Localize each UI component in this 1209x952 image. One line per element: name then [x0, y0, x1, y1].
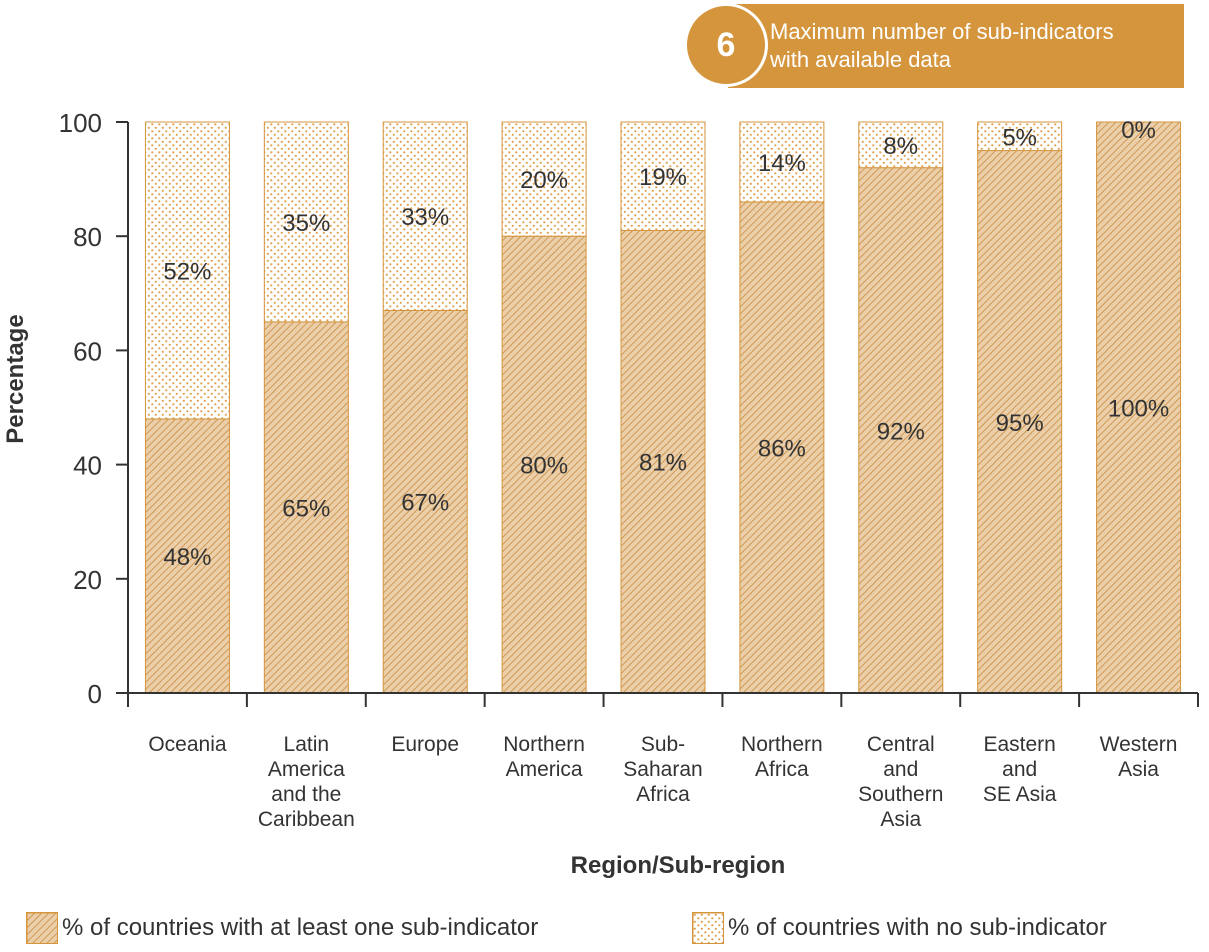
x-tick-label: Eastern and SE Asia — [983, 733, 1057, 806]
data-label-no-sub-indicator: 0% — [1121, 117, 1156, 144]
legend-label-with-sub-indicator: % of countries with at least one sub-ind… — [62, 914, 539, 941]
bar-with-sub-indicator — [382, 309, 468, 694]
bar-no-sub-indicator — [382, 121, 468, 311]
badge-caption-line-2: with available data — [770, 47, 952, 72]
bar-with-sub-indicator — [858, 167, 944, 694]
data-label-no-sub-indicator: 33% — [401, 204, 449, 231]
data-label-with-sub-indicator: 48% — [163, 544, 211, 571]
data-label-with-sub-indicator: 95% — [996, 410, 1044, 437]
legend-item-no-sub-indicator: % of countries with no sub-indicator — [692, 908, 1107, 948]
legend-label-no-sub-indicator: % of countries with no sub-indicator — [728, 914, 1107, 941]
y-tick-label: 0 — [88, 679, 102, 709]
x-tick-label: Latin America and the Caribbean — [258, 733, 355, 831]
legend-item-with-sub-indicator: % of countries with at least one sub-ind… — [26, 908, 538, 948]
data-label-no-sub-indicator: 5% — [1002, 124, 1037, 151]
bar-with-sub-indicator — [1096, 121, 1182, 694]
data-label-with-sub-indicator: 80% — [520, 453, 568, 480]
x-tick-label: Central and Southern Asia — [858, 733, 943, 831]
badge-caption-line-1: Maximum number of sub-indicators — [770, 19, 1114, 44]
bar-with-sub-indicator — [977, 150, 1063, 694]
data-label-with-sub-indicator: 65% — [282, 495, 330, 522]
bar-no-sub-indicator — [263, 121, 349, 323]
bar-no-sub-indicator — [977, 121, 1063, 152]
data-label-with-sub-indicator: 81% — [639, 450, 687, 477]
data-label-no-sub-indicator: 14% — [758, 150, 806, 177]
data-label-with-sub-indicator: 67% — [401, 490, 449, 517]
x-tick-label: Western Asia — [1100, 733, 1178, 781]
legend-swatch-dots — [692, 912, 724, 944]
x-axis-title: Region/Sub-region — [570, 852, 786, 879]
bar-with-sub-indicator — [620, 229, 706, 694]
data-label-no-sub-indicator: 19% — [639, 164, 687, 191]
data-label-no-sub-indicator: 20% — [520, 167, 568, 194]
data-label-with-sub-indicator: 100% — [1108, 396, 1169, 423]
x-tick-label: Europe — [391, 733, 459, 756]
y-tick-label: 60 — [73, 336, 102, 366]
y-axis-title: Percentage — [2, 314, 29, 444]
data-label-no-sub-indicator: 8% — [883, 133, 918, 160]
bar-no-sub-indicator — [144, 121, 230, 420]
data-label-with-sub-indicator: 86% — [758, 435, 806, 462]
bar-with-sub-indicator — [144, 418, 230, 694]
bar-with-sub-indicator — [739, 201, 825, 694]
bar-no-sub-indicator — [858, 121, 944, 169]
x-tick-label: Northern America — [503, 733, 585, 781]
bar-no-sub-indicator — [739, 121, 825, 203]
data-label-no-sub-indicator: 35% — [282, 210, 330, 237]
data-label-with-sub-indicator: 92% — [877, 418, 925, 445]
badge-number: 6 — [684, 3, 768, 87]
bar-no-sub-indicator — [620, 121, 706, 231]
y-tick-label: 100 — [59, 108, 102, 138]
bar-no-sub-indicator — [501, 121, 587, 237]
x-tick-label: Sub-Saharan Africa — [623, 733, 702, 806]
data-label-no-sub-indicator: 52% — [163, 258, 211, 285]
y-tick-label: 40 — [73, 451, 102, 481]
x-tick-label: Northern Africa — [741, 733, 823, 781]
bar-with-sub-indicator — [263, 321, 349, 694]
badge-caption: Maximum number of sub-indicators with av… — [770, 18, 1180, 74]
x-tick-label: Oceania — [148, 733, 227, 756]
y-tick-label: 80 — [73, 222, 102, 252]
y-tick-label: 20 — [73, 565, 102, 595]
legend-swatch-hatch — [26, 912, 58, 944]
badge-banner — [728, 4, 1184, 88]
